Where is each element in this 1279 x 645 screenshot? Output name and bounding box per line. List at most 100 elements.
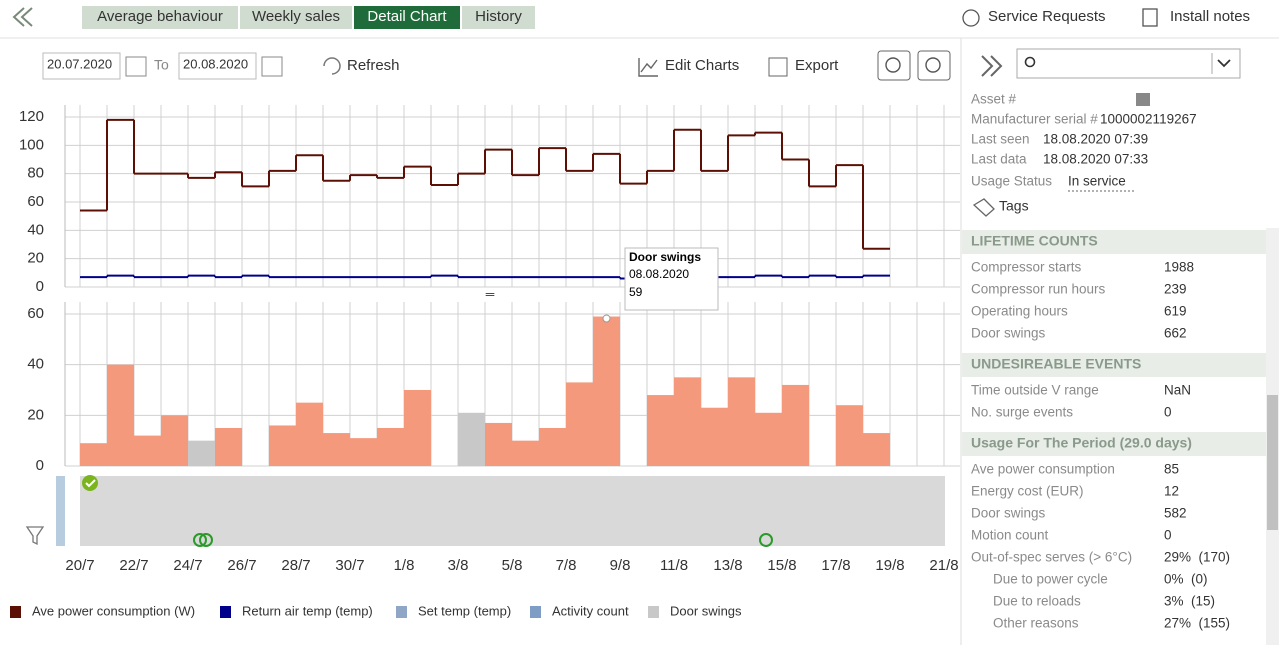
stat-label: Energy cost (EUR) (971, 484, 1084, 499)
stat-label: Time outside V range (971, 383, 1099, 398)
bar (782, 384, 809, 466)
edit-charts-button[interactable]: Edit Charts (665, 57, 739, 74)
x-tick-label: 28/7 (281, 557, 310, 574)
detail-label: Manufacturer serial # (971, 112, 1098, 127)
date-input[interactable] (42, 52, 121, 80)
legend-swatch (220, 606, 231, 618)
zoom-out-icon (885, 57, 901, 73)
bar (593, 316, 620, 466)
dropdown-arrow[interactable] (1217, 59, 1231, 68)
bar (404, 390, 431, 466)
bar (539, 428, 566, 466)
tab[interactable] (240, 6, 352, 29)
date-input[interactable] (178, 52, 257, 80)
y-tick-label: 80 (27, 165, 44, 182)
y-tick-label: 0 (36, 278, 44, 295)
bar (296, 402, 323, 466)
tab-label[interactable]: Weekly sales (252, 8, 340, 25)
tab-label[interactable]: Average behaviour (97, 8, 223, 25)
section-title: Usage For The Period (29.0 days) (971, 435, 1192, 451)
stat-label: Door swings (971, 326, 1046, 341)
chart-icon (638, 58, 658, 77)
legend-swatch (648, 606, 659, 618)
bar (323, 433, 350, 466)
bar (188, 440, 215, 466)
power-icon (199, 533, 213, 547)
date-to[interactable]: 20.08.2020 (183, 56, 248, 71)
stat-label: Due to reloads (993, 594, 1081, 609)
x-tick-label: 7/8 (556, 557, 577, 574)
expand-button[interactable] (981, 55, 1003, 77)
x-tick-label: 5/8 (502, 557, 523, 574)
bar (755, 412, 782, 466)
y-tick-label: 60 (27, 193, 44, 210)
detail-label: Usage Status (971, 174, 1052, 189)
refresh-icon (323, 57, 341, 75)
x-tick-label: 1/8 (394, 557, 415, 574)
top-link[interactable]: Service Requests (988, 8, 1106, 25)
tag-icon (972, 198, 995, 217)
tooltip-date: 08.08.2020 (629, 267, 689, 281)
to-label: To (154, 57, 169, 73)
stat-label: Door swings (971, 506, 1046, 521)
refresh-button[interactable]: Refresh (347, 57, 400, 74)
stat-label: Due to power cycle (993, 572, 1108, 587)
bar (134, 435, 161, 466)
search-box[interactable] (1016, 48, 1241, 79)
tab-label[interactable]: Detail Chart (367, 8, 447, 25)
top-link[interactable]: Install notes (1170, 8, 1250, 25)
stat-value: 662 (1164, 326, 1187, 341)
stat-value: 619 (1164, 304, 1187, 319)
tooltip (624, 247, 719, 311)
stat-value: 1988 (1164, 260, 1194, 275)
zoom-in-icon (925, 57, 941, 73)
legend-swatch (396, 606, 407, 618)
legend-label: Activity count (552, 603, 629, 618)
bar (836, 405, 863, 466)
x-tick-label: 9/8 (610, 557, 631, 574)
tab-label[interactable]: History (475, 8, 522, 25)
timeline-bar (56, 476, 65, 546)
tab[interactable] (354, 6, 460, 29)
bar (566, 382, 593, 466)
legend-label: Door swings (670, 603, 742, 618)
detail-label: Last data (971, 152, 1027, 167)
x-tick-label: 15/8 (767, 557, 796, 574)
tags-link[interactable]: Tags (999, 198, 1029, 214)
stat-label: Compressor starts (971, 260, 1082, 275)
service-icon (962, 9, 980, 27)
y-tick-label: 100 (19, 136, 44, 153)
stat-label: Ave power consumption (971, 462, 1115, 477)
y-tick-label: 120 (19, 108, 44, 125)
stat-label: Operating hours (971, 304, 1068, 319)
bar (377, 428, 404, 466)
detail-value: 18.08.2020 07:33 (1043, 152, 1148, 167)
legend-label: Return air temp (temp) (242, 603, 373, 618)
back-button[interactable] (12, 7, 33, 27)
legend-label: Set temp (temp) (418, 603, 511, 618)
splitter: ═ (485, 287, 495, 301)
export-button[interactable]: Export (795, 57, 839, 74)
bar (350, 438, 377, 466)
stat-value: 27% (155) (1164, 616, 1230, 631)
x-tick-label: 26/7 (227, 557, 256, 574)
calendar-icon[interactable] (261, 56, 283, 77)
stat-value: NaN (1164, 383, 1191, 398)
filter-icon[interactable] (25, 526, 45, 546)
zoom-out-button[interactable] (877, 50, 911, 81)
zoom-in-button[interactable] (917, 50, 951, 81)
bar (674, 377, 701, 466)
calendar-icon[interactable] (125, 56, 147, 77)
section-title: UNDESIREABLE EVENTS (971, 356, 1141, 372)
detail-value: 18.08.2020 07:39 (1043, 132, 1148, 147)
stat-value: 0 (1164, 405, 1172, 420)
x-tick-label: 20/7 (65, 557, 94, 574)
stat-value: 0% (0) (1164, 572, 1208, 587)
bar (107, 364, 134, 466)
tab[interactable] (82, 6, 238, 29)
csv-icon (768, 57, 788, 77)
bar (728, 377, 755, 466)
date-from[interactable]: 20.07.2020 (47, 56, 112, 71)
scrollbar-thumb[interactable] (1267, 395, 1278, 530)
tab[interactable] (462, 6, 535, 29)
